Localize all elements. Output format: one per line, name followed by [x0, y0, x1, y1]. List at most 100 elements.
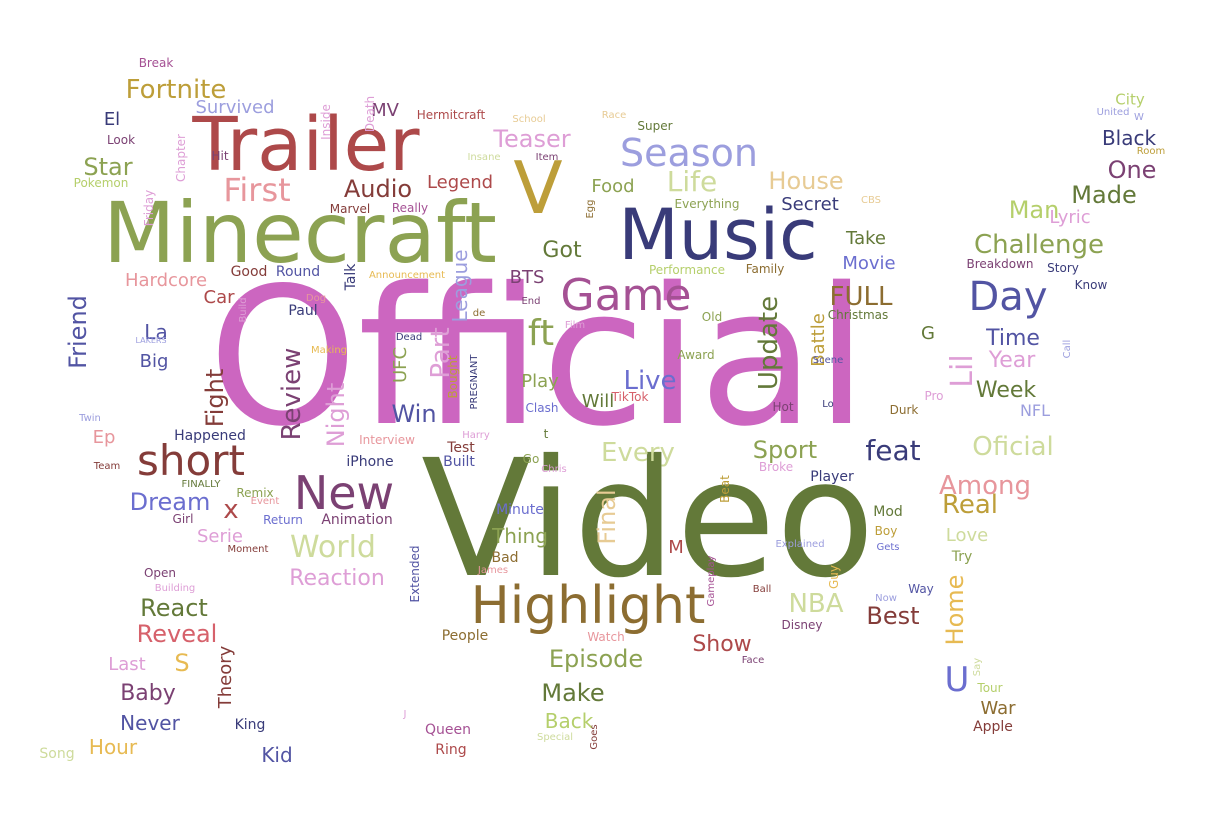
cloud-word: Marvel — [329, 202, 371, 216]
cloud-word: Making — [310, 345, 348, 356]
cloud-word: Animation — [321, 512, 393, 528]
cloud-word: Theory — [215, 645, 236, 709]
cloud-word: FULL — [829, 282, 893, 312]
cloud-word: Highlight — [470, 576, 706, 636]
cloud-word: NBA — [788, 589, 844, 619]
cloud-word: Gets — [876, 542, 900, 553]
cloud-word: Teaser — [493, 125, 571, 153]
cloud-word: Dead — [395, 332, 423, 343]
cloud-word: Hardcore — [124, 270, 208, 291]
cloud-word: Fortnite — [125, 75, 227, 105]
cloud-word: TikTok — [611, 390, 649, 404]
cloud-word: Girl — [172, 512, 194, 526]
cloud-word: Reaction — [289, 566, 385, 591]
cloud-word: Everything — [674, 197, 740, 211]
cloud-word: W — [1134, 112, 1144, 123]
cloud-word: Round — [275, 264, 321, 280]
cloud-word: Say — [972, 657, 983, 677]
cloud-word: Open — [143, 566, 177, 580]
cloud-word: CBS — [860, 195, 882, 206]
cloud-word: Video — [421, 426, 875, 614]
cloud-word: Try — [951, 549, 973, 565]
cloud-word: Egg — [585, 199, 596, 219]
cloud-word: t — [543, 427, 549, 441]
cloud-word: Test — [447, 440, 475, 456]
cloud-word: School — [512, 114, 546, 125]
cloud-word: Performance — [648, 263, 726, 277]
cloud-word: Real — [941, 490, 999, 520]
cloud-word: Dream — [129, 488, 211, 516]
cloud-word: React — [140, 594, 208, 622]
cloud-word: New — [293, 466, 395, 520]
cloud-word: Special — [536, 732, 574, 743]
cloud-word: People — [441, 628, 489, 644]
cloud-word: Made — [1071, 181, 1137, 209]
cloud-word: UFC — [390, 346, 411, 384]
cloud-word: Now — [875, 593, 897, 604]
cloud-word: LAKERS — [135, 336, 167, 345]
cloud-word: Secret — [781, 194, 839, 215]
cloud-word: Bought — [446, 355, 460, 399]
cloud-word: League — [448, 249, 472, 323]
cloud-word: Thing — [492, 524, 548, 548]
cloud-word: Game — [560, 270, 692, 321]
cloud-word: Last — [108, 654, 146, 675]
cloud-word: Harry — [462, 430, 490, 441]
cloud-word: Happened — [174, 428, 246, 444]
cloud-word: Scene — [812, 355, 844, 366]
cloud-word: War — [980, 698, 1016, 719]
cloud-word: NFL — [1019, 401, 1051, 420]
cloud-word: Car — [203, 287, 235, 308]
cloud-word: Official — [208, 247, 868, 468]
cloud-word: Play — [521, 371, 559, 392]
cloud-word: Serie — [197, 526, 243, 547]
cloud-word: Audio — [343, 175, 413, 203]
cloud-word: Team — [93, 461, 121, 472]
cloud-word: Night — [322, 382, 350, 448]
cloud-word: Broke — [758, 460, 794, 474]
cloud-word: Food — [591, 176, 635, 197]
cloud-word: Built — [443, 454, 475, 470]
cloud-word: Mod — [873, 504, 903, 520]
cloud-word: Look — [106, 133, 136, 147]
cloud-word: Fight — [201, 368, 229, 428]
cloud-word: Story — [1047, 261, 1079, 275]
cloud-word: James — [477, 565, 509, 576]
cloud-word: Trailer — [192, 102, 420, 188]
cloud-word: Ring — [435, 742, 467, 758]
cloud-word: Gameplay — [706, 555, 717, 607]
cloud-word: Christmas — [827, 308, 889, 322]
cloud-word: Black — [1101, 126, 1157, 150]
cloud-word: Good — [230, 264, 268, 280]
cloud-word: Among — [938, 471, 1032, 501]
cloud-word: Guy — [827, 564, 841, 590]
cloud-word: Friday — [142, 189, 156, 227]
cloud-word: Friend — [64, 295, 92, 369]
cloud-word: Award — [677, 348, 715, 362]
cloud-word: Know — [1074, 278, 1108, 292]
cloud-word: J — [403, 709, 407, 720]
cloud-word: Minute — [496, 502, 544, 518]
cloud-word: Interview — [359, 433, 415, 447]
cloud-word: PREGNANT — [469, 354, 480, 410]
cloud-word: Watch — [587, 630, 625, 644]
cloud-word: M — [668, 537, 684, 558]
cloud-word: Lo — [822, 399, 834, 410]
cloud-word: Sport — [752, 436, 818, 464]
cloud-word: Got — [542, 238, 582, 263]
cloud-word: Death — [363, 95, 377, 133]
cloud-word: BTS — [509, 267, 545, 288]
cloud-word: Announcement — [368, 270, 446, 281]
cloud-word: Return — [263, 513, 303, 527]
cloud-word: Back — [544, 709, 594, 733]
cloud-word: Explained — [775, 539, 825, 550]
cloud-word: de — [472, 308, 486, 319]
cloud-word: Building — [154, 583, 196, 594]
cloud-word: Best — [866, 602, 920, 630]
cloud-word: Room — [1136, 146, 1166, 157]
cloud-word: Breakdown — [966, 257, 1034, 271]
cloud-word: Super — [637, 119, 673, 133]
cloud-word: Time — [986, 326, 1040, 351]
cloud-word: Lyric — [1049, 207, 1091, 228]
cloud-word: Movie — [842, 253, 896, 274]
